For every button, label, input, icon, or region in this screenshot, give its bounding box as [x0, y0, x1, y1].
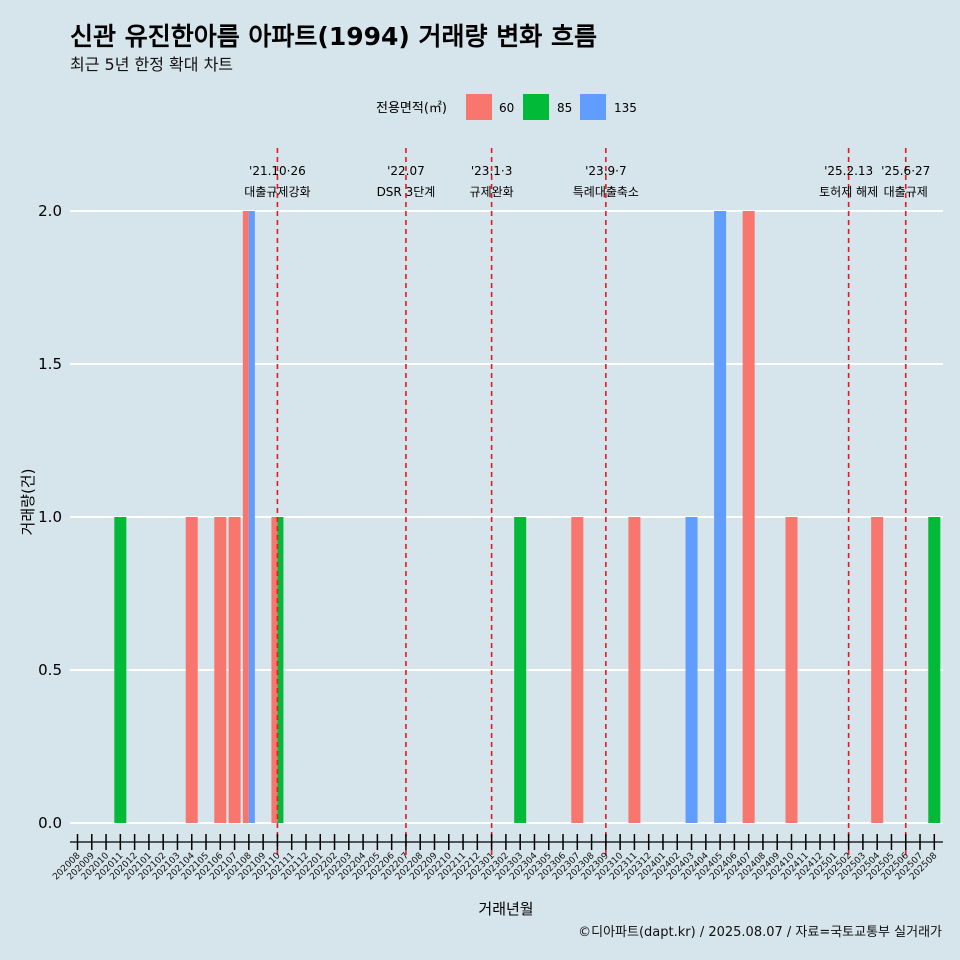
chart-title: 신관 유진한아름 아파트(1994) 거래량 변화 흐름 [70, 22, 597, 51]
bar-202403-135 [685, 517, 698, 823]
y-tick-label: 1.5 [38, 355, 62, 373]
x-axis-ticks: 2020082020092020102020112020122021012021… [51, 834, 940, 882]
bar-202410-60 [785, 517, 798, 823]
legend-label-60: 60 [499, 101, 514, 115]
bars [114, 211, 941, 823]
bar-202110-85 [277, 517, 284, 823]
bar-202407-60 [742, 211, 755, 823]
event-lines [276, 148, 907, 855]
event-label: 규제완화 [470, 185, 514, 199]
event-date: '21.10·26 [249, 164, 306, 178]
bar-202311-60 [628, 517, 641, 823]
bar-202307-60 [571, 517, 584, 823]
bar-202508-85 [928, 517, 941, 823]
bar-202504-60 [871, 517, 884, 823]
legend-swatch-85 [523, 94, 549, 120]
bar-202107-60 [228, 517, 241, 823]
event-label: DSR 3단계 [377, 185, 436, 199]
gridlines [70, 210, 943, 824]
bar-202104-60 [185, 517, 198, 823]
legend-label-135: 135 [614, 101, 637, 115]
event-annotations: '21.10·26 대출규제강화 '22.07 DSR 3단계 '23.1·3 규제완화 '… [244, 164, 930, 199]
y-axis-title: 거래량(건) [19, 469, 37, 536]
y-tick-label: 2.0 [38, 202, 62, 220]
legend: 전용면적(㎡) 60 85 135 [376, 94, 637, 120]
legend-swatch-60 [466, 94, 492, 120]
y-axis-ticks: 0.0 0.5 1.0 1.5 2.0 [38, 202, 62, 832]
event-date: '25.6·27 [881, 164, 930, 178]
bar-202108-135 [248, 211, 255, 823]
bar-202405-135 [714, 211, 727, 823]
event-date: '23.1·3 [471, 164, 512, 178]
bar-202108-60 [242, 211, 249, 823]
event-label: 대출규제강화 [244, 185, 310, 199]
event-label: 특례대출축소 [573, 185, 639, 199]
bar-202106-60 [214, 517, 227, 823]
chart-subtitle: 최근 5년 한정 확대 차트 [70, 55, 233, 74]
event-date: '23.9·7 [585, 164, 626, 178]
y-tick-label: 0.0 [38, 814, 62, 832]
event-date: '22.07 [387, 164, 425, 178]
y-tick-label: 1.0 [38, 508, 62, 526]
caption: ©디아파트(dapt.kr) / 2025.08.07 / 자료=국토교통부 실… [578, 925, 942, 940]
x-axis-title: 거래년월 [478, 900, 533, 918]
legend-title: 전용면적(㎡) [376, 101, 447, 116]
bar-202303-85 [514, 517, 527, 823]
event-label: 토허제 해제 [819, 185, 878, 199]
bar-202011-85 [114, 517, 127, 823]
legend-label-85: 85 [557, 101, 572, 115]
event-date: '25.2.13 [824, 164, 873, 178]
event-label: 대출규제 [884, 185, 928, 199]
y-tick-label: 0.5 [38, 661, 62, 679]
legend-swatch-135 [580, 94, 606, 120]
bar-202110-60 [271, 517, 278, 823]
